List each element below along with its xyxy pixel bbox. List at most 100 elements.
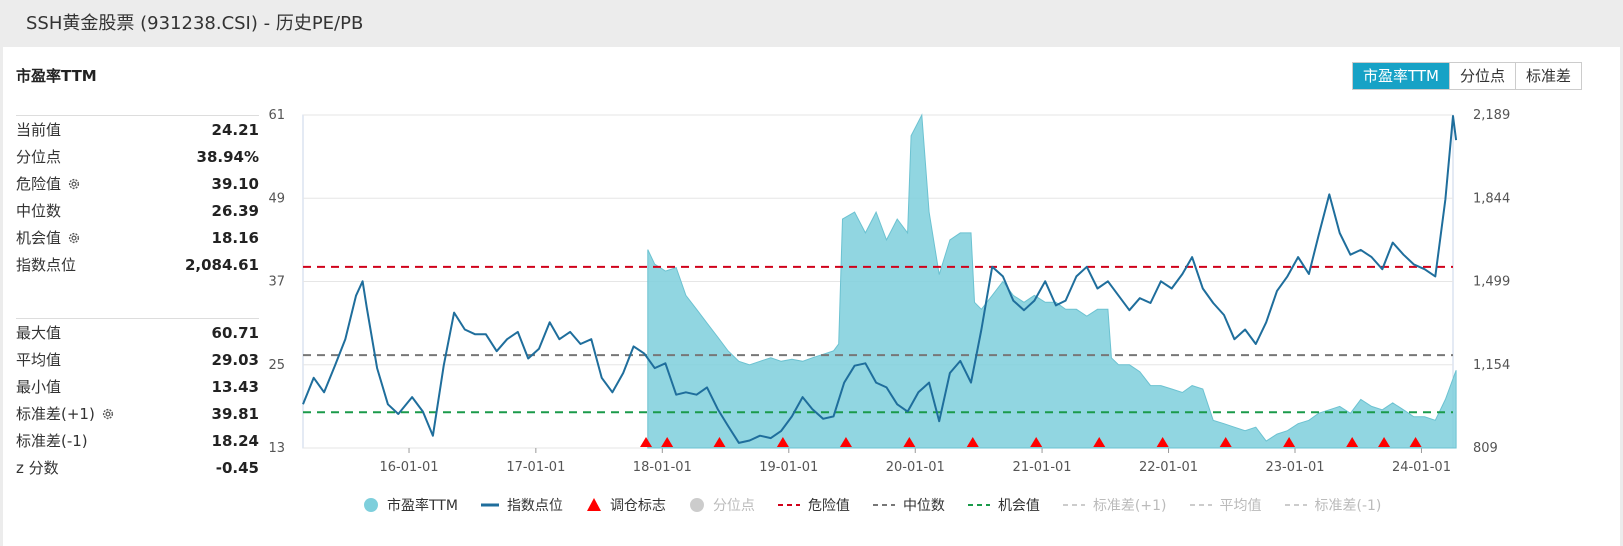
chart-title: 市盈率TTM (16, 67, 97, 85)
stat-row-percentile: 分位点 38.94% (16, 143, 259, 170)
rebalance-marker (1093, 437, 1106, 447)
rebalance-marker (1219, 437, 1232, 447)
stat-value: 24.21 (211, 120, 259, 139)
x-tick-label: 22-01-01 (1139, 460, 1198, 475)
pe-ttm-area (647, 113, 1457, 449)
stat-label: 最大值 (16, 324, 62, 342)
legend-item-rebalance[interactable]: 调仓标志 (586, 495, 666, 515)
circle-icon (689, 498, 704, 512)
dash-line-icon (1062, 504, 1085, 506)
stat-label: 机会值 (16, 229, 62, 247)
legend-item-median[interactable]: 中位数 (872, 495, 945, 515)
legend-label: 危险值 (807, 498, 850, 514)
rebalance-marker (776, 437, 789, 447)
legend-item-pe[interactable]: 市盈率TTM (363, 495, 458, 515)
stat-row-opportunity: 机会值 18.16 (16, 224, 259, 251)
y-right-tick-label: 1,154 (1473, 358, 1510, 373)
legend-item-std-plus[interactable]: 标准差(+1) (1062, 495, 1167, 515)
stat-row-mean: 平均值 29.03 (16, 346, 259, 373)
stat-row-std-minus: 标准差(-1) 18.24 (16, 427, 259, 454)
stat-row-min: 最小值 13.43 (16, 373, 259, 400)
x-tick-label: 19-01-01 (759, 460, 818, 475)
tab-pe-ttm[interactable]: 市盈率TTM (1353, 63, 1450, 89)
rebalance-marker (966, 437, 979, 447)
metric-tabs: 市盈率TTM 分位点 标准差 (1352, 62, 1583, 90)
triangle-icon (586, 498, 601, 511)
rebalance-marker (1156, 437, 1169, 447)
x-tick-label: 23-01-01 (1265, 460, 1324, 475)
stat-value: 18.16 (211, 228, 259, 247)
y-right-tick-label: 1,844 (1473, 191, 1510, 206)
rebalance-marker (1409, 437, 1422, 447)
rebalance-marker (1378, 437, 1391, 447)
legend-item-index[interactable]: 指数点位 (480, 495, 563, 515)
y-right-tick-label: 2,189 (1473, 108, 1510, 123)
y-right-tick-label: 1,499 (1473, 275, 1510, 290)
legend-label: 平均值 (1219, 498, 1262, 514)
stats-bottom: 最大值 60.71 平均值 29.03 最小值 13.43 标准差(+1) 39.81 … (16, 318, 259, 481)
stat-label: 指数点位 (16, 256, 77, 274)
rebalance-marker (713, 437, 726, 447)
rebalance-marker (839, 437, 852, 447)
x-tick-label: 16-01-01 (380, 460, 439, 475)
stat-label: 最小值 (16, 378, 62, 396)
title-bar: SSH黄金股票 (931238.CSI) - 历史PE/PB (0, 0, 1623, 42)
x-tick-label: 24-01-01 (1392, 460, 1451, 475)
legend-item-opportunity[interactable]: 机会值 (967, 495, 1040, 515)
legend-item-danger[interactable]: 危险值 (777, 495, 850, 515)
stat-label: 中位数 (16, 202, 62, 220)
stat-value: 39.81 (211, 404, 259, 423)
dash-line-icon (1189, 504, 1212, 506)
stat-row-z-score: z 分数 -0.45 (16, 454, 259, 481)
rebalance-marker (1346, 437, 1359, 447)
stat-value: 18.24 (211, 431, 259, 450)
legend-label: 分位点 (712, 498, 755, 514)
stat-label: 标准差(+1) (16, 405, 95, 423)
legend-label: 调仓标志 (609, 498, 666, 514)
legend-label: 标准差(-1) (1314, 498, 1382, 514)
dash-line-icon (967, 504, 990, 506)
rebalance-marker (640, 437, 653, 447)
stat-row-median: 中位数 26.39 (16, 197, 259, 224)
stat-row-current: 当前值 24.21 (16, 116, 259, 143)
stat-value: 2,084.61 (184, 255, 259, 274)
line-icon (480, 503, 499, 507)
y-left-tick-label: 13 (268, 441, 285, 456)
legend-item-mean[interactable]: 平均值 (1189, 495, 1262, 515)
stat-label: 平均值 (16, 351, 62, 369)
stat-label: 危险值 (16, 175, 62, 193)
x-tick-label: 17-01-01 (506, 460, 565, 475)
stat-row-std-plus: 标准差(+1) 39.81 (16, 400, 259, 427)
rebalance-marker (1283, 437, 1296, 447)
dash-line-icon (777, 504, 800, 506)
legend-label: 中位数 (902, 498, 945, 514)
stat-value: 39.10 (211, 174, 259, 193)
gear-icon[interactable] (101, 407, 115, 421)
legend-item-std-minus[interactable]: 标准差(-1) (1284, 495, 1382, 515)
dash-line-icon (872, 504, 895, 506)
y-left-tick-label: 25 (268, 358, 285, 373)
y-right-tick-label: 809 (1473, 441, 1498, 456)
stat-value: 26.39 (211, 201, 259, 220)
legend-label: 指数点位 (506, 498, 563, 514)
stat-label: 当前值 (16, 121, 62, 139)
stat-value: 29.03 (211, 350, 259, 369)
stat-row-danger: 危险值 39.10 (16, 170, 259, 197)
x-tick-label: 18-01-01 (633, 460, 692, 475)
tab-std-dev[interactable]: 标准差 (1515, 63, 1582, 89)
legend-item-percentile[interactable]: 分位点 (689, 495, 755, 515)
tab-percentile[interactable]: 分位点 (1449, 63, 1516, 89)
pe-chart: 61 2,189 49 1,844 37 1,499 25 1,154 13 809 16-01-0… (268, 108, 1510, 475)
rebalance-marker (1030, 437, 1043, 447)
legend-label: 市盈率TTM (387, 498, 458, 514)
y-left-tick-label: 37 (268, 275, 285, 290)
legend-label: 标准差(+1) (1092, 498, 1167, 514)
chart-panel: 市盈率TTM 市盈率TTM 分位点 标准差 当前值 24.21 分位点 38.94%… (3, 47, 1620, 546)
gear-icon[interactable] (67, 231, 81, 245)
stat-label: 标准差(-1) (16, 432, 88, 450)
gear-icon[interactable] (67, 177, 81, 191)
index-points-line (302, 115, 1458, 444)
stat-row-max: 最大值 60.71 (16, 319, 259, 346)
stat-value: 60.71 (211, 323, 259, 342)
x-tick-label: 20-01-01 (886, 460, 945, 475)
